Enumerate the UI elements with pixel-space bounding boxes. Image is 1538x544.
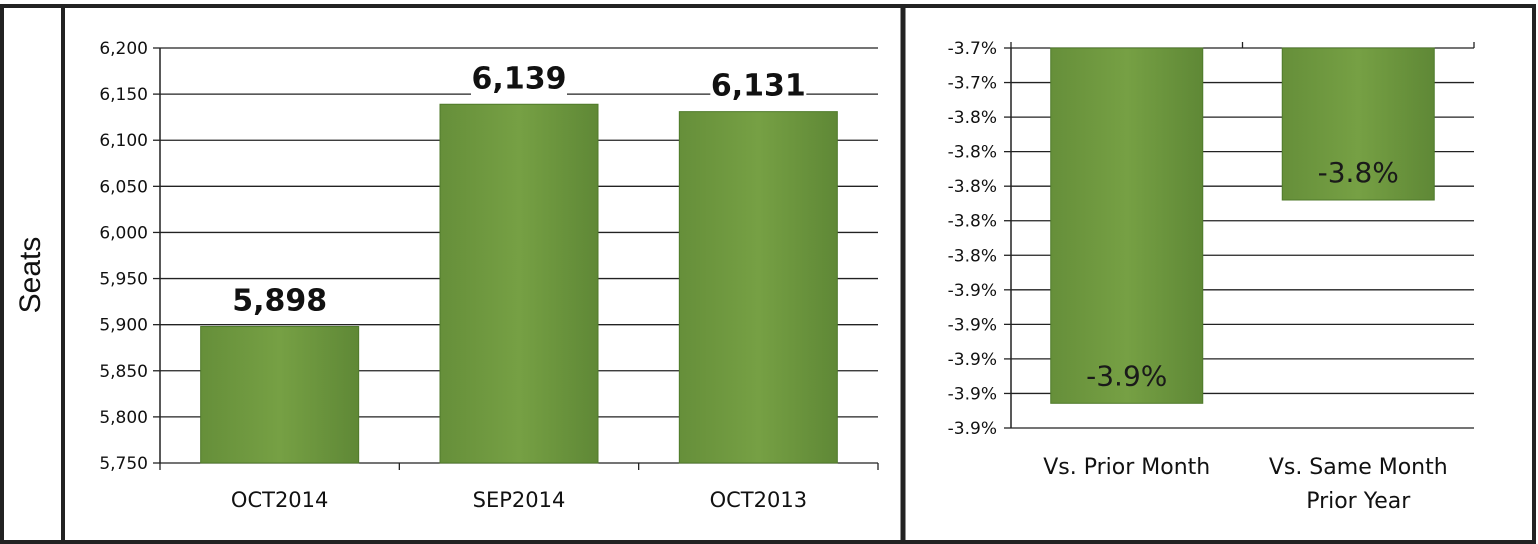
data-label: -3.8% [1318,156,1399,189]
y-tick-label: -3.8% [948,246,997,266]
x-tick-label: OCT2013 [710,488,807,512]
bar [200,326,360,464]
y-tick-label: 5,900 [99,316,148,336]
y-tick-label: -3.8% [948,177,997,197]
data-label: 6,139 [472,61,567,96]
bar [1281,47,1435,201]
data-label-background [231,280,328,319]
bar [1050,47,1204,404]
y-tick-label: -3.9% [948,315,997,335]
x-tick-label: SEP2014 [473,488,566,512]
data-label: 6,131 [711,69,806,104]
y-tick-label: -3.9% [948,384,997,404]
bar [678,111,838,464]
y-tick-label: -3.8% [948,108,997,128]
x-tick-label: Prior Year [1306,489,1411,514]
y-tick-label: 5,950 [99,270,148,290]
y-tick-label: -3.8% [948,143,997,163]
y-tick-label: -3.9% [948,350,997,370]
y-tick-label: 6,050 [99,177,148,197]
y-tick-label: -3.9% [948,419,997,439]
y-tick-label: 5,800 [99,408,148,428]
data-label-background [710,65,807,104]
data-label: -3.9% [1086,359,1167,392]
x-tick-label: Vs. Same Month [1269,455,1448,480]
y-tick-label: 5,750 [99,454,148,474]
y-tick-label: 6,150 [99,85,148,105]
y-tick-label: -3.9% [948,281,997,301]
y-tick-label: 6,200 [99,39,148,59]
data-label-background [471,58,567,97]
y-tick-label: 6,100 [99,131,148,151]
percent-change-bar-chart: -3.7% -3.7% -3.8% -3.8% -3.8% -3.8% -3.8% -3.9%… [948,39,1475,514]
y-tick-label: -3.8% [948,212,997,232]
seats-bar-chart: 6,200 6,150 6,100 6,050 6,000 5,950 5,900 5,850… [99,39,879,512]
y-tick-label: 5,850 [99,362,148,382]
outer-border [0,4,1536,544]
bar [439,103,599,464]
x-tick-label: OCT2014 [231,488,328,512]
y-tick-label: -3.7% [948,74,997,94]
y-tick-label: -3.7% [948,39,997,59]
x-tick-label: Vs. Prior Month [1043,455,1210,480]
y-tick-label: 6,000 [99,223,148,243]
data-label: 5,898 [232,284,327,319]
